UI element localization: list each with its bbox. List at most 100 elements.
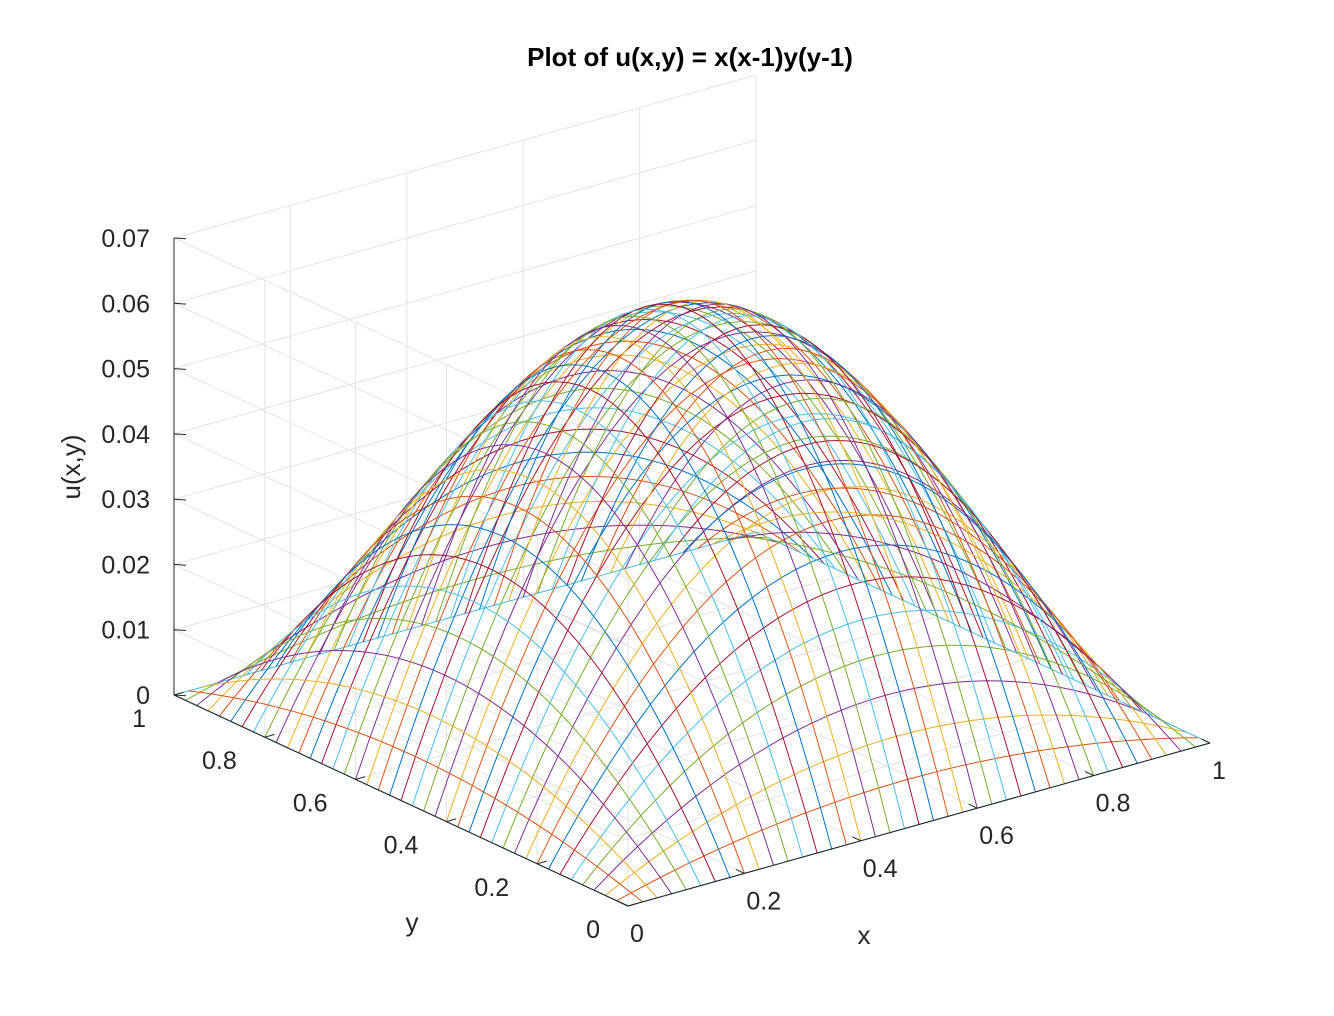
z-tick-mark xyxy=(173,629,187,632)
z-tick-mark xyxy=(173,563,187,566)
z-tick-mark xyxy=(173,237,187,240)
mesh-curve xyxy=(241,428,825,727)
grid-line-z-left xyxy=(173,237,629,450)
mesh-curve xyxy=(726,531,1182,752)
y-tick-label: 1 xyxy=(132,705,146,733)
mesh-curve xyxy=(362,381,818,854)
mesh-curve xyxy=(260,554,716,882)
z-tick-mark xyxy=(173,498,187,501)
mesh-curve xyxy=(537,308,993,805)
grid-line-z-left xyxy=(173,368,629,581)
grid-line-z-left xyxy=(173,498,629,711)
mesh-curve xyxy=(559,576,1143,875)
mesh-curve xyxy=(479,300,934,821)
mesh-curve xyxy=(755,531,1211,744)
z-tick-label: 0.02 xyxy=(101,551,150,579)
x-tick-mark xyxy=(619,901,629,907)
y-tick-mark xyxy=(627,902,638,907)
z-tick-label: 0.04 xyxy=(101,421,150,449)
axes: 0 0.01 0.02 0.03 0.04 0.05 0.06 0.07 0 0.2 0.4 0.6 0… xyxy=(101,225,1226,948)
mesh-curve xyxy=(275,524,731,878)
mesh-curve xyxy=(697,487,1153,760)
z-axis-label: u(x,y) xyxy=(56,435,86,500)
x-tick-mark xyxy=(735,868,745,874)
z-tick-mark xyxy=(173,433,187,436)
mesh-curve xyxy=(188,690,643,903)
mesh-curve xyxy=(304,468,760,870)
x-tick-label: 0.2 xyxy=(746,887,781,915)
mesh-curve xyxy=(289,495,745,874)
grid-line-z-right xyxy=(173,205,757,370)
mesh-curve xyxy=(217,649,673,895)
z-tick-mark xyxy=(173,368,187,370)
mesh-curve xyxy=(653,418,1109,772)
mesh-curve xyxy=(682,463,1138,764)
z-tick-label: 0.01 xyxy=(101,617,150,645)
chart-title: Plot of u(x,y) = x(x-1)y(y-1) xyxy=(527,42,853,72)
mesh-curve xyxy=(333,421,789,862)
mesh-curve xyxy=(624,379,1080,780)
y-tick-label: 0.4 xyxy=(384,832,419,860)
grid-line-z-right xyxy=(173,335,757,500)
mesh-curve xyxy=(741,535,1196,748)
z-tick-label: 0.07 xyxy=(101,225,150,253)
mesh-lines xyxy=(173,299,1211,907)
grid-line-x-floor xyxy=(406,629,862,842)
mesh-curve xyxy=(391,349,847,846)
mesh-curve xyxy=(464,303,920,825)
y-tick-label: 0 xyxy=(586,916,600,944)
y-tick-mark xyxy=(537,860,547,865)
z-tick-label: 0 xyxy=(136,682,150,710)
x-tick-label: 0.6 xyxy=(979,822,1014,850)
mesh-curve xyxy=(610,362,1065,784)
grid-lines xyxy=(173,74,1211,907)
y-tick-mark xyxy=(264,734,275,738)
x-tick-label: 0.4 xyxy=(863,855,898,883)
z-tick-mark xyxy=(173,694,187,697)
z-tick-label: 0.03 xyxy=(101,486,150,514)
grid-line-z-right xyxy=(173,139,757,304)
mesh-curve xyxy=(551,315,1007,801)
y-tick-label: 0.8 xyxy=(202,747,237,775)
mesh-curve xyxy=(493,299,949,817)
y-tick-mark xyxy=(446,818,457,823)
mesh-curve xyxy=(377,364,833,850)
y-axis-label: y xyxy=(406,907,419,937)
mesh-curve xyxy=(508,300,964,813)
x-axis-line xyxy=(627,742,1211,907)
mesh-curve xyxy=(668,439,1124,768)
z-tick-label: 0.05 xyxy=(101,356,150,384)
z-tick-mark xyxy=(173,302,187,305)
y-tick-label: 0.2 xyxy=(474,874,509,902)
mesh-curve xyxy=(231,617,687,890)
mesh-curve xyxy=(502,435,1086,849)
grid-line-x-floor xyxy=(639,564,1094,777)
mesh-curve xyxy=(514,459,1097,854)
mesh-curve xyxy=(445,343,1029,822)
mesh-curve xyxy=(457,357,1041,828)
grid-line-z-right xyxy=(173,270,757,435)
grid-line-x-floor xyxy=(522,596,978,809)
mesh-curve xyxy=(522,303,978,809)
x-tick-label: 0 xyxy=(630,920,644,948)
x-tick-label: 1 xyxy=(1212,757,1226,785)
mesh-curve xyxy=(566,324,1022,797)
mesh-curve xyxy=(348,400,804,858)
grid-line-z-left xyxy=(173,629,629,842)
mesh-curve xyxy=(246,585,702,886)
x-tick-label: 0.8 xyxy=(1096,790,1131,818)
mesh-curve xyxy=(616,737,1199,902)
grid-line-z-right xyxy=(173,400,757,565)
y-axis-line xyxy=(173,694,629,907)
y-tick-mark xyxy=(173,691,184,696)
mesh-curve xyxy=(639,397,1095,776)
grid-line-z-right xyxy=(173,74,757,239)
mesh-curve xyxy=(450,308,905,829)
y-tick-label: 0.6 xyxy=(293,789,328,817)
x-tick-mark xyxy=(852,836,862,842)
x-tick-mark xyxy=(968,803,978,809)
mesh-curve xyxy=(435,315,891,833)
mesh-curve xyxy=(411,312,995,806)
mesh-curve xyxy=(525,486,1109,859)
